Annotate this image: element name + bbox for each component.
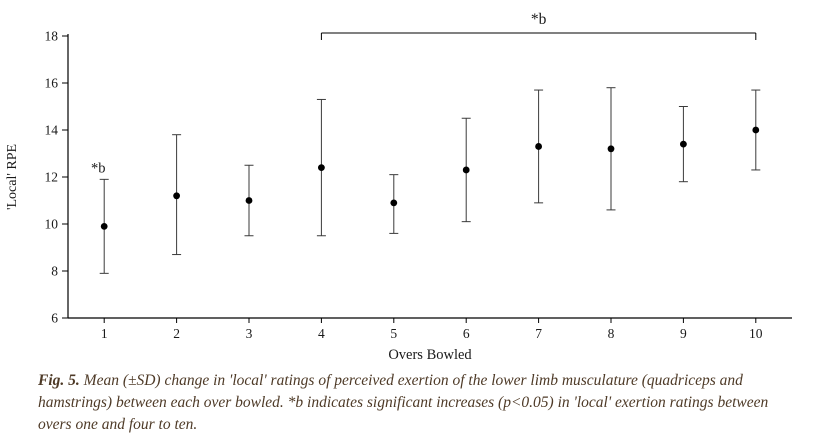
mean-point xyxy=(100,222,108,230)
significance-label-over1: *b xyxy=(91,160,106,176)
x-axis-title: Overs Bowled xyxy=(388,347,472,363)
mean-point xyxy=(535,143,542,150)
mean-point xyxy=(607,145,615,153)
x-tick-label: 6 xyxy=(463,326,470,341)
mean-point xyxy=(680,140,687,148)
x-tick-label: 8 xyxy=(608,326,615,341)
figure-caption: Fig. 5. Mean (±SD) change in 'local' rat… xyxy=(38,370,774,436)
y-tick-label: 10 xyxy=(45,217,59,232)
mean-point xyxy=(245,197,253,204)
x-tick-label: 1 xyxy=(101,326,108,341)
mean-point xyxy=(462,166,470,174)
figure-caption-text: Mean (±SD) change in 'local' ratings of … xyxy=(38,372,769,433)
y-tick-label: 14 xyxy=(45,123,59,138)
y-axis-title: 'Local' RPE xyxy=(5,144,20,210)
y-tick-label: 12 xyxy=(45,170,59,185)
significance-label-bracket: *b xyxy=(531,11,547,28)
y-tick-label: 18 xyxy=(45,29,59,44)
rpe-errorbar-chart: 6 8 10 12 14 16 18 1 2 3 4 5 6 7 8 9 10 Overs Bowled 'Loca… xyxy=(5,11,792,363)
y-tick-label: 6 xyxy=(51,311,58,326)
mean-point xyxy=(173,192,181,200)
mean-point xyxy=(318,164,325,172)
y-tick-label: 16 xyxy=(45,76,59,91)
x-tick-label: 9 xyxy=(680,326,687,341)
x-tick-label: 3 xyxy=(246,326,253,341)
y-tick-label: 8 xyxy=(51,264,58,279)
mean-point xyxy=(752,126,760,134)
mean-point xyxy=(390,199,398,207)
x-tick-label: 5 xyxy=(390,326,397,341)
x-tick-label: 2 xyxy=(173,326,180,341)
x-tick-label: 10 xyxy=(749,326,763,341)
x-tick-label: 7 xyxy=(535,326,542,341)
figure-caption-label: Fig. 5. xyxy=(38,372,80,389)
x-tick-label: 4 xyxy=(318,326,325,341)
